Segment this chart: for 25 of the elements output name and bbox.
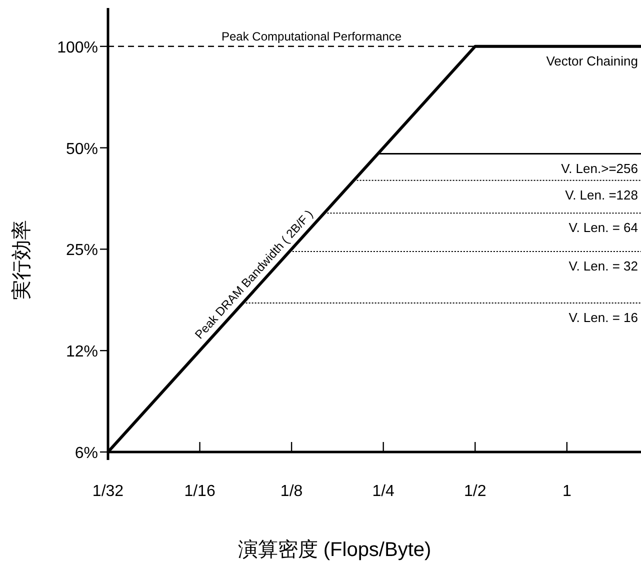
- y-tick-label: 50%: [66, 140, 98, 158]
- y-tick-label: 25%: [66, 242, 98, 260]
- series-label: V. Len. = 64: [568, 220, 638, 236]
- ref-line-label: Peak Computational Performance: [222, 29, 402, 44]
- series-label: V. Len. = 32: [568, 258, 638, 274]
- x-tick-label: 1/8: [280, 483, 303, 500]
- x-tick-label: 1: [562, 483, 572, 500]
- x-tick-label: 1/2: [464, 483, 486, 500]
- series-label: V. Len. = 16: [568, 310, 638, 326]
- y-axis-tick: 100%: [57, 39, 108, 56]
- y-tick-label: 12%: [66, 344, 98, 361]
- y-axis-tick: 50%: [66, 140, 108, 158]
- y-tick-label: 100%: [57, 39, 98, 56]
- annotation: Vector Chaining: [546, 53, 638, 68]
- y-axis-tick: 25%: [66, 242, 108, 260]
- x-axis-title: 演算密度 (Flops/Byte): [238, 539, 432, 561]
- y-tick-label: 6%: [74, 445, 98, 462]
- x-tick-label: 1/16: [184, 483, 216, 500]
- y-axis-title: 実行効率: [10, 220, 33, 300]
- x-tick-label: 1/32: [92, 483, 124, 500]
- series-label: V. Len.>=256: [561, 160, 638, 176]
- y-axis-tick: 12%: [66, 344, 108, 361]
- x-tick-label: 1/4: [372, 483, 395, 500]
- series-label: V. Len. =128: [565, 187, 638, 202]
- y-axis-tick: 6%: [74, 445, 108, 462]
